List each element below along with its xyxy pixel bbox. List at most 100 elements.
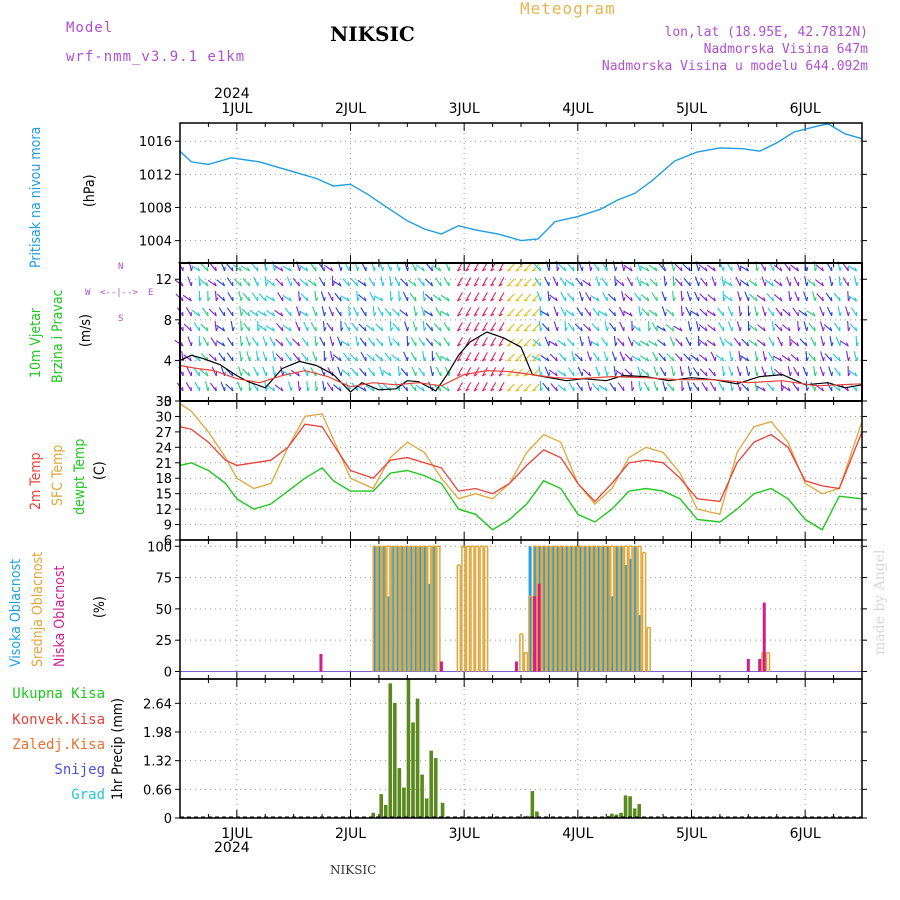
wind-arrow	[694, 291, 700, 302]
wind-arrow-head	[614, 356, 617, 362]
wind-arrow-head	[298, 266, 301, 272]
wind-arrow	[699, 293, 708, 302]
wind-arrow	[237, 381, 242, 392]
wind-arrow-head	[573, 357, 576, 362]
wind-arrow-head	[638, 327, 641, 332]
wind-arrow	[506, 278, 515, 287]
wind-arrow-head	[431, 341, 434, 347]
wind-arrow	[549, 353, 558, 362]
wind-arrow-head	[432, 357, 435, 362]
wind-arrow	[481, 322, 488, 332]
wind-arrow-head	[498, 373, 503, 377]
wind-arrow-head	[723, 297, 726, 302]
wind-arrow-head	[206, 327, 209, 332]
wind-arrow-head	[588, 282, 592, 287]
wind-arrow	[748, 324, 758, 332]
wind-arrow-head	[664, 282, 668, 287]
y-tick-label: 75	[155, 572, 172, 587]
wind-arrow	[356, 290, 359, 302]
wind-arrow-head	[239, 281, 242, 287]
wind-arrow	[566, 338, 575, 347]
wind-arrow-head	[215, 266, 217, 272]
wind-arrow-head	[680, 281, 683, 287]
wind-arrow-head	[347, 372, 350, 377]
wind-arrow	[829, 276, 833, 287]
wind-arrow	[564, 320, 567, 332]
wind-arrow	[567, 322, 575, 332]
wind-arrow	[636, 276, 641, 287]
wind-arrow-head	[839, 312, 842, 317]
wind-arrow	[651, 322, 658, 332]
wind-arrow-head	[346, 297, 350, 302]
wind-arrow	[515, 293, 524, 302]
day-label-top: 6JUL	[790, 101, 821, 117]
wind-arrow	[739, 355, 749, 362]
wind-arrow-head	[614, 342, 618, 347]
wind-arrow-head	[629, 312, 633, 317]
y-tick-label: 1.32	[143, 755, 172, 770]
wind-arrow-head	[240, 371, 243, 377]
wind-arrow-head	[482, 298, 487, 302]
wind-arrow-head	[388, 372, 392, 377]
wind-arrow-head	[272, 282, 276, 287]
wind-arrow-head	[664, 311, 667, 317]
wind-arrow-head	[339, 296, 342, 302]
wind-arrow	[185, 307, 192, 317]
wind-arrow-head	[756, 372, 759, 377]
wind-arrow-head	[215, 297, 219, 302]
wind-arrow-head	[430, 297, 434, 302]
wind-arrow	[481, 382, 488, 392]
wind-arrow-head	[423, 281, 425, 287]
wind-label: 10m Vjetar	[28, 308, 44, 378]
wind-gust-line	[179, 364, 863, 388]
wind-arrow	[574, 323, 583, 332]
wind-arrow	[614, 275, 617, 287]
wind-arrow-head	[546, 312, 550, 317]
wind-arrow-head	[482, 343, 487, 347]
wind-arrow	[422, 290, 425, 302]
wind-arrow	[369, 291, 375, 302]
wind-arrow	[718, 381, 725, 392]
wind-arrow-head	[714, 281, 717, 287]
wind-arrow-head	[473, 268, 478, 272]
wind-arrow-head	[787, 387, 791, 392]
wind-arrow-head	[597, 326, 600, 332]
wind-arrow	[216, 324, 225, 332]
legend-hail: Grad	[71, 787, 105, 803]
wind-arrow-head	[704, 342, 708, 347]
wind-arrow	[837, 306, 841, 317]
wind-arrow-head	[748, 327, 751, 332]
wind-arrow-head	[679, 327, 683, 332]
wind-arrow	[698, 264, 708, 272]
wind-arrow	[783, 262, 791, 272]
wind-arrow	[820, 351, 824, 362]
wind-arrow	[326, 322, 334, 332]
wind-arrow-head	[538, 357, 542, 362]
wind-arrow-head	[446, 312, 450, 317]
wind-arrow-head	[340, 341, 343, 347]
wind-arrow-head	[307, 387, 310, 392]
wind-arrow-head	[764, 357, 767, 362]
wind-arrow-head	[338, 282, 342, 287]
wind-arrow	[368, 337, 375, 347]
wind-arrow	[639, 280, 650, 287]
wind-arrow-head	[723, 282, 726, 287]
wind-arrow	[542, 382, 550, 392]
y-tick-label: 0	[164, 395, 172, 410]
wind-arrow-head	[523, 314, 528, 317]
wind-arrow-head	[515, 269, 520, 272]
wind-arrow-head	[248, 326, 251, 332]
wind-arrow-head	[231, 266, 234, 272]
wind-arrow	[226, 352, 234, 362]
pressure-unit: (hPa)	[82, 174, 98, 208]
wind-arrow	[565, 309, 575, 317]
wind-arrow-head	[739, 296, 742, 302]
wind-arrow	[833, 292, 841, 302]
wind-arrow	[418, 337, 425, 347]
wind-arrow-head	[431, 266, 434, 272]
wind-arrow-head	[405, 312, 409, 317]
wind-arrow	[205, 381, 209, 392]
wind-arrow	[675, 353, 683, 362]
wind-arrow	[701, 382, 708, 392]
wind-arrow-head	[532, 269, 537, 272]
